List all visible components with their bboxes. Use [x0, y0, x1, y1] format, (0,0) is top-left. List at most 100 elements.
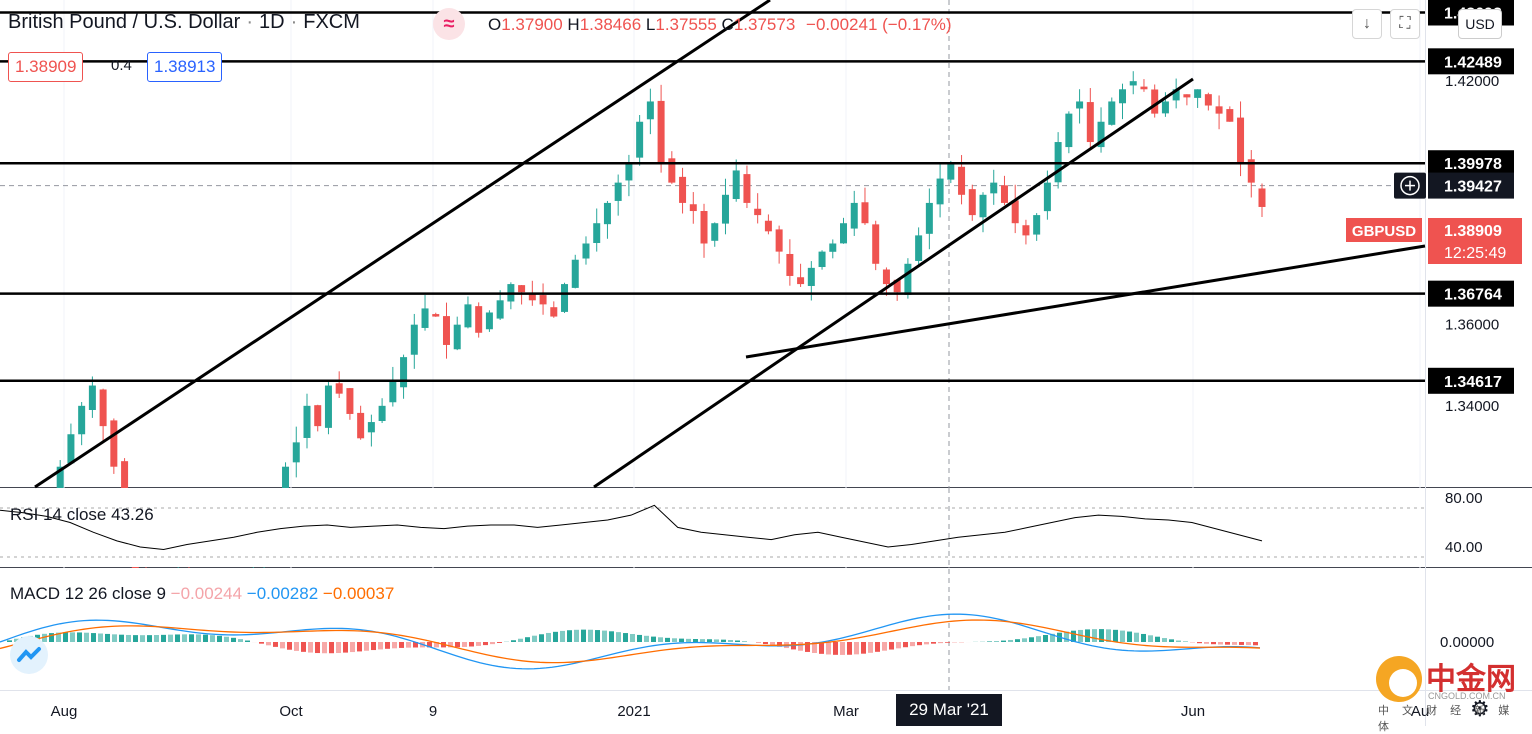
candle	[303, 394, 310, 449]
candle-body	[733, 170, 740, 199]
candle-body	[679, 177, 686, 203]
macd-bar	[581, 630, 586, 642]
candle-body	[379, 406, 386, 421]
macd-bar	[1162, 638, 1167, 642]
macd-bar	[917, 642, 922, 645]
candle	[325, 382, 332, 434]
tradingview-logo-icon[interactable]	[10, 636, 48, 674]
candle-body	[947, 162, 954, 179]
symbol-name[interactable]: British Pound / U.S. Dollar	[8, 11, 240, 33]
macd-bar	[119, 635, 124, 642]
watermark-logo: 中金网 CNGOLD.COM.CN 中 文 财 经 新 媒 体	[1372, 652, 1532, 726]
candle	[486, 310, 493, 332]
macd-bar	[931, 642, 936, 644]
fullscreen-icon[interactable]: ⛶	[1390, 9, 1420, 39]
candle	[400, 355, 407, 399]
macd-bar	[721, 640, 726, 642]
macd-bar	[364, 642, 369, 651]
candle	[1205, 93, 1212, 111]
candle	[636, 115, 643, 166]
macd-bar	[490, 642, 495, 644]
macd-bar	[476, 642, 481, 646]
candle-body	[819, 252, 826, 267]
ohlc-readout: O1.37900 H1.38466 L1.37555 C1.37573 −0.0…	[488, 15, 952, 35]
macd-bar	[378, 642, 383, 649]
candle	[314, 405, 321, 432]
candle	[915, 227, 922, 264]
rsi-value: 43.26	[111, 505, 154, 524]
macd-bar	[623, 633, 628, 642]
macd-bar	[686, 639, 691, 642]
macd-bar	[1085, 629, 1090, 642]
macd-bar	[546, 633, 551, 642]
candle-body	[1162, 101, 1169, 113]
candle-body	[100, 389, 107, 426]
macd-bar	[539, 634, 544, 642]
macd-bar	[1239, 642, 1244, 645]
macd-bar	[1029, 637, 1034, 642]
macd-bar	[350, 642, 355, 652]
candle	[540, 283, 547, 314]
macd-bar	[567, 630, 572, 642]
sell-price-button[interactable]: 1.38909	[8, 52, 83, 82]
candle	[786, 239, 793, 285]
symbol-logo-icon[interactable]: ≈	[433, 8, 465, 40]
macd-bar	[294, 642, 299, 651]
candle-body	[422, 308, 429, 328]
macd-bar	[525, 637, 530, 642]
candle	[293, 427, 300, 478]
candle-body	[668, 158, 675, 182]
macd-bar	[679, 639, 684, 642]
interval-label[interactable]: 1D	[259, 11, 285, 33]
macd-bar	[616, 632, 621, 642]
macd-bar	[217, 636, 222, 642]
candle-body	[829, 244, 836, 252]
candle-body	[722, 195, 729, 224]
macd-bar	[756, 642, 761, 643]
candle-body	[1076, 101, 1083, 108]
high-value: 1.38466	[580, 15, 641, 34]
macd-bar	[868, 642, 873, 653]
candle	[701, 204, 708, 258]
candle-body	[1183, 94, 1190, 97]
macd-bar	[182, 634, 187, 642]
macd-bar	[98, 633, 103, 642]
macd-bar	[1218, 642, 1223, 644]
candle-body	[1151, 89, 1158, 113]
candle	[658, 85, 665, 173]
candle	[422, 295, 429, 331]
symbol-header: British Pound / U.S. Dollar·1D·FXCM	[8, 11, 360, 34]
candle-body	[1012, 200, 1019, 223]
macd-bar	[133, 635, 138, 642]
macd-line-value: −0.00282	[247, 584, 318, 603]
macd-bar	[854, 642, 859, 654]
currency-button[interactable]: USD	[1458, 9, 1502, 39]
macd-bar	[154, 635, 159, 642]
candle-body	[1108, 101, 1115, 124]
candle-body	[1194, 89, 1201, 98]
macd-bar	[511, 640, 516, 642]
macd-bar	[560, 631, 565, 642]
candle-body	[572, 260, 579, 288]
macd-bar	[329, 642, 334, 653]
candle	[1183, 94, 1190, 105]
candle	[593, 208, 600, 251]
candle-body	[582, 244, 589, 259]
candle-body	[1119, 89, 1126, 103]
candle	[604, 201, 611, 239]
arrow-down-icon[interactable]: ↓	[1352, 9, 1382, 39]
macd-bar	[273, 642, 278, 647]
buy-price-button[interactable]: 1.38913	[147, 52, 222, 82]
macd-bar	[462, 642, 467, 647]
macd-bar	[602, 631, 607, 642]
candle-body	[518, 285, 525, 292]
candle-body	[561, 284, 568, 312]
macd-bar	[301, 642, 306, 652]
candle	[668, 151, 675, 184]
candle	[883, 267, 890, 295]
macd-bar	[140, 635, 145, 642]
macd-bar	[280, 642, 285, 648]
time-tick-label: 2021	[617, 703, 650, 720]
candle	[980, 192, 987, 232]
